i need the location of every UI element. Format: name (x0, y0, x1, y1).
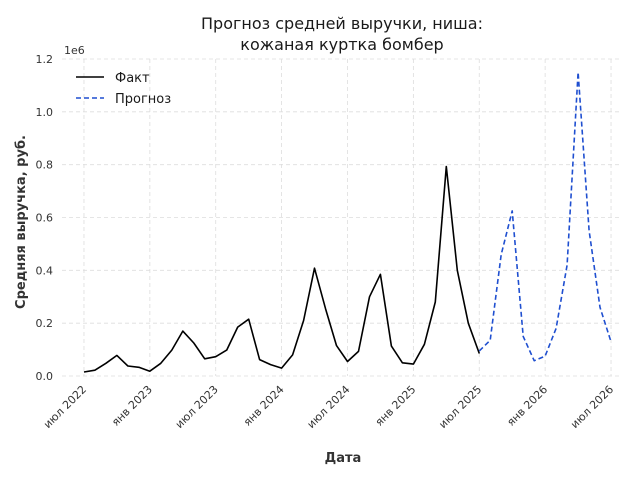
y-tick-label: 1.0 (36, 106, 54, 119)
y-tick-label: 0.2 (36, 317, 54, 330)
series (83, 71, 612, 373)
x-tick-label: июл 2024 (305, 383, 353, 431)
y-axis-label: Средняя выручка, руб. (14, 135, 29, 309)
x-tick-label: янв 2026 (504, 383, 550, 429)
y-tick-label: 0.0 (36, 370, 54, 383)
x-tick-label: янв 2023 (109, 383, 155, 429)
legend: Факт Прогноз (76, 71, 171, 107)
y-axis-multiplier: 1e6 (64, 44, 85, 57)
grid (62, 58, 622, 377)
chart-title-line1: Прогноз средней выручки, ниша: (201, 14, 483, 33)
series-line-actual (83, 165, 481, 373)
x-tick-label: июл 2025 (436, 383, 484, 431)
x-tick-label: июл 2026 (568, 383, 616, 431)
legend-label: Прогноз (115, 92, 171, 107)
y-axis-ticks: 0.0 0.2 0.4 0.6 0.8 1.0 1.2 (36, 53, 54, 383)
x-axis-ticks: июл 2022 янв 2023 июл 2023 янв 2024 июл 2024… (41, 383, 616, 431)
legend-label: Факт (115, 71, 150, 86)
x-tick-label: янв 2024 (241, 383, 287, 429)
y-tick-label: 1.2 (36, 53, 54, 66)
x-axis-label: Дата (325, 451, 362, 466)
y-tick-label: 0.6 (36, 212, 54, 225)
y-tick-label: 0.8 (36, 159, 54, 172)
chart-title-line2: кожаная куртка бомбер (240, 35, 443, 54)
x-tick-label: июл 2023 (173, 383, 221, 431)
x-tick-label: янв 2025 (373, 383, 419, 429)
y-tick-label: 0.4 (36, 264, 54, 277)
x-tick-label: июл 2022 (41, 383, 89, 431)
